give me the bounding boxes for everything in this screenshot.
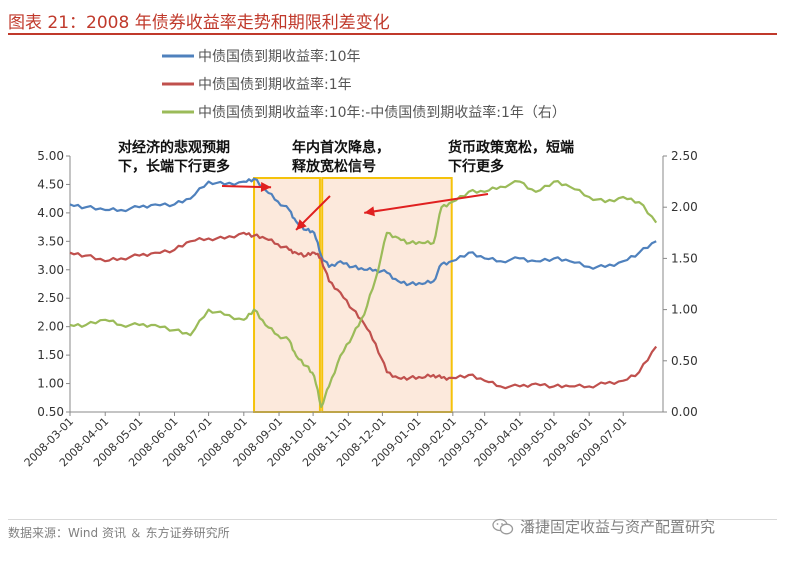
- annotation-arrowhead-3: [364, 206, 375, 217]
- right-tick-label: 2.00: [671, 200, 698, 214]
- right-tick-label: 2.50: [671, 149, 698, 163]
- left-tick-label: 5.00: [37, 149, 64, 163]
- annotation-text-1: 对经济的悲观预期: [118, 139, 230, 156]
- watermark: 潘捷固定收益与资产配置研究: [492, 516, 715, 537]
- chart: 5.00 4.50 4.00 3.50 3.00 2.50 2.00 1.50 1.00 0.50…: [22, 48, 698, 469]
- left-tick-label: 1.50: [37, 348, 64, 362]
- right-tick-label: 1.50: [671, 251, 698, 265]
- series-line-3: [69, 180, 658, 408]
- annotation-arrowhead-2: [296, 219, 307, 230]
- annotation-text-1: 下，长端下行更多: [118, 158, 230, 175]
- left-tick-label: 4.50: [37, 177, 64, 191]
- left-tick-label: 1.00: [37, 377, 64, 391]
- footer-divider: [8, 519, 777, 520]
- series-line-2: [69, 231, 658, 390]
- annotation-arrow-3: [364, 193, 489, 214]
- left-tick-label: 3.00: [37, 263, 64, 277]
- legend-label-3: 中债国债到期收益率:10年:-中债国债到期收益率:1年（右）: [198, 104, 566, 121]
- annotation-text-3: 货币政策宽松，短端: [447, 139, 574, 156]
- chart-title: 图表 21：2008 年债券收益率走势和期限利差变化: [8, 13, 390, 33]
- annotation-text-2: 释放宽松信号: [292, 158, 376, 175]
- series-lines: [69, 177, 658, 408]
- legend: 中债国债到期收益率:10年中债国债到期收益率:1年中债国债到期收益率:10年:-…: [162, 48, 566, 121]
- right-tick-label: 0.50: [671, 354, 698, 368]
- annotation-text-3: 下行更多: [448, 158, 504, 175]
- wechat-icon: [492, 518, 514, 534]
- left-tick-label: 0.50: [37, 405, 64, 419]
- legend-label-2: 中债国债到期收益率:1年: [198, 76, 352, 93]
- annotation-arrowhead-1: [260, 182, 272, 192]
- series-line-1: [69, 177, 657, 287]
- left-tick-label: 2.00: [37, 320, 64, 334]
- legend-label-1: 中债国债到期收益率:10年: [198, 48, 361, 65]
- data-source: 数据来源：Wind 资讯 ＆ 东方证券研究所: [8, 526, 230, 540]
- left-tick-label: 2.50: [37, 291, 64, 305]
- left-tick-label: 4.00: [37, 206, 64, 220]
- title-divider: [8, 33, 777, 35]
- left-tick-label: 3.50: [37, 234, 64, 248]
- annotation-text-2: 年内首次降息，: [292, 139, 390, 156]
- watermark-text: 潘捷固定收益与资产配置研究: [520, 518, 716, 536]
- right-tick-label: 1.00: [671, 303, 698, 317]
- right-tick-label: 0.00: [671, 405, 698, 419]
- highlight-period-1: [253, 177, 321, 413]
